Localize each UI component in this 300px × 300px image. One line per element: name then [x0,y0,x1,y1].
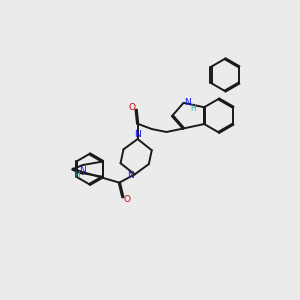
Text: O: O [124,195,131,204]
Text: N: N [80,166,86,175]
Text: N: N [134,130,141,140]
Text: O: O [128,103,135,112]
Text: H: H [75,171,80,180]
Text: N: N [184,98,191,107]
Text: N: N [127,171,134,180]
Text: H: H [190,103,196,112]
